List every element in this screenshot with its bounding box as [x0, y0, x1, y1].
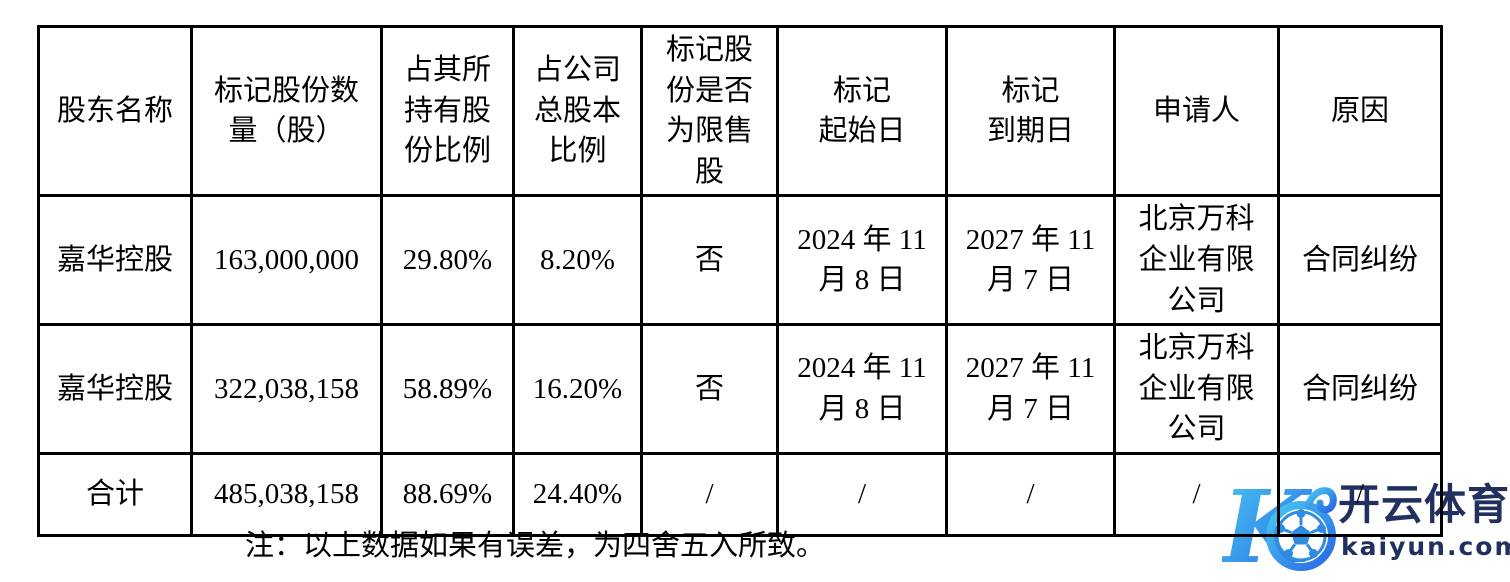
table-cell: 合同纠纷: [1277, 323, 1443, 455]
header-cell-reason: 原因: [1277, 24, 1443, 198]
kaiyun-domain: kaiyun.com: [1341, 532, 1510, 561]
table-cell: /: [945, 451, 1116, 537]
table-cell: 北京万科 企业有限 公司: [1113, 323, 1280, 455]
header-cell-applicant: 申请人: [1113, 24, 1280, 198]
table-cell: 北京万科 企业有限 公司: [1113, 194, 1280, 327]
table-cell: /: [776, 451, 948, 537]
table-cell: 8.20%: [512, 194, 643, 327]
table-cell: 322,038,158: [190, 323, 383, 455]
table-cell: 否: [640, 194, 779, 327]
header-cell-marked-share-quantity: 标记股份数 量（股）: [190, 24, 383, 198]
header-cell-pct-of-holdings: 占其所 持有股 份比例: [380, 24, 515, 198]
header-cell-mark-start-date: 标记 起始日: [776, 24, 948, 198]
table-cell: 嘉华控股: [37, 323, 193, 455]
table-cell: 嘉华控股: [37, 194, 193, 327]
table-cell: 163,000,000: [190, 194, 383, 327]
table-cell: /: [640, 451, 779, 537]
table-cell: 29.80%: [380, 194, 515, 327]
header-cell-shareholder-name: 股东名称: [37, 24, 193, 198]
table-cell: 16.20%: [512, 323, 643, 455]
table-cell: 485,038,158: [190, 451, 383, 537]
table-cell: 2027 年 11 月 7 日: [945, 323, 1116, 455]
header-row: 股东名称 标记股份数 量（股） 占其所 持有股 份比例 占公司 总股本 比例 标…: [37, 24, 1443, 198]
data-row: 嘉华控股 163,000,000 29.80% 8.20% 否 2024 年 1…: [37, 194, 1443, 327]
table-cell: 88.69%: [380, 451, 515, 537]
table-cell: 24.40%: [512, 451, 643, 537]
table-cell: /: [1277, 451, 1443, 537]
table-cell: 2024 年 11 月 8 日: [776, 323, 948, 455]
rounding-note: 注：以上数据如果有误差，为四舍五入所致。: [245, 530, 826, 562]
table-cell: 合计: [37, 451, 193, 537]
header-cell-restricted-or-not: 标记股 份是否 为限售 股: [640, 24, 779, 198]
table-cell: 否: [640, 323, 779, 455]
total-row: 合计 485,038,158 88.69% 24.40% / / / / /: [37, 451, 1443, 537]
table-cell: 2027 年 11 月 7 日: [945, 194, 1116, 327]
table-cell: 合同纠纷: [1277, 194, 1443, 327]
header-cell-mark-expiry-date: 标记 到期日: [945, 24, 1116, 198]
header-cell-pct-of-total-capital: 占公司 总股本 比例: [512, 24, 643, 198]
table-cell: 2024 年 11 月 8 日: [776, 194, 948, 327]
table-cell: 58.89%: [380, 323, 515, 455]
share-mark-table: 股东名称 标记股份数 量（股） 占其所 持有股 份比例 占公司 总股本 比例 标…: [37, 24, 1443, 537]
table-cell: /: [1113, 451, 1280, 537]
data-row: 嘉华控股 322,038,158 58.89% 16.20% 否 2024 年 …: [37, 323, 1443, 455]
